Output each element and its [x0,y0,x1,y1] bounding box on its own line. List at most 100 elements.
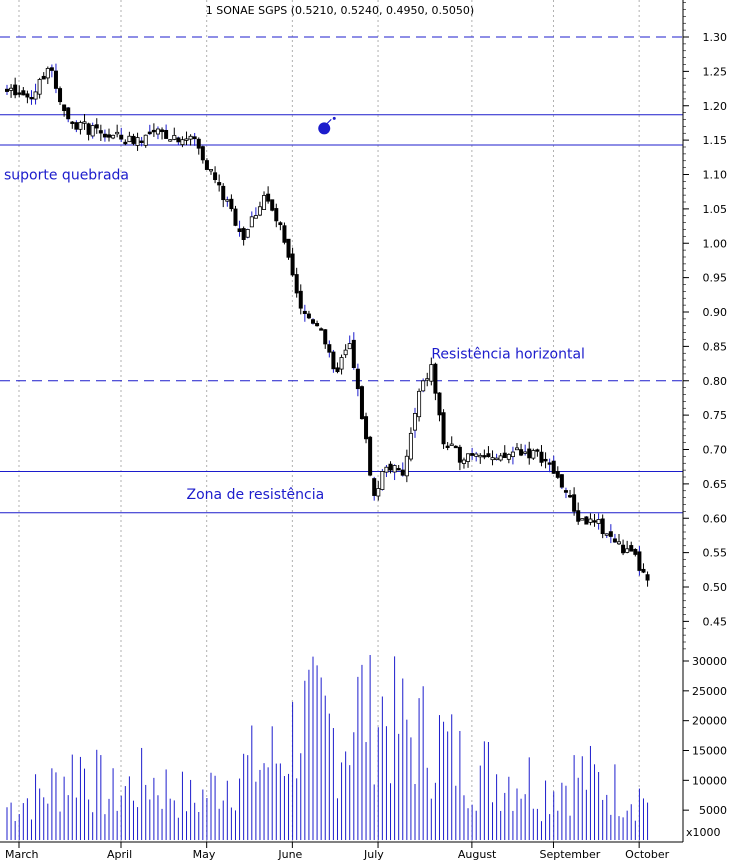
marker-fuse [326,118,332,124]
price-tick-label: 0.55 [703,547,728,560]
candle-body [417,390,422,418]
candle-body [355,368,360,390]
candle-body [449,443,454,446]
candle-body [17,92,22,95]
candle-body [208,169,213,172]
candle-body [625,548,630,553]
candle-body [470,453,475,456]
volume-unit-label: x1000 [686,826,721,839]
marker-spark [332,116,336,120]
candle-body [282,225,287,243]
volume-tick-label: 30000 [692,655,727,668]
candle-body [429,364,434,382]
candle-body [217,182,222,186]
candle-body [523,451,528,454]
candle-body [266,193,271,202]
volume-tick-label: 15000 [692,745,727,758]
candle-body [339,357,344,370]
candle-body [584,516,589,525]
month-labels: March April May June July August September Octo… [5,842,670,860]
candle-body [559,474,564,488]
price-tick-label: 0.95 [703,272,728,285]
candle-body [188,135,193,140]
candle-body [184,138,189,141]
candle-body [102,133,107,138]
month-label: April [107,848,132,860]
price-tick-label: 0.45 [703,615,728,628]
candle-body [478,454,483,458]
month-label: August [458,848,497,860]
candle-body [319,328,324,331]
candle-body [543,458,548,462]
candle-body [645,574,650,581]
candle-body [5,88,10,92]
candle-body [506,454,511,460]
volume-ticks: 30000 25000 20000 15000 10000 5000 [683,655,727,817]
price-tick-label: 0.80 [703,375,728,388]
annotations: suporte quebrada Resistência horizontal Zo… [4,168,585,504]
candle-body [119,134,124,140]
marker [318,116,336,135]
candle-body [111,134,116,139]
candle-body [331,351,336,370]
annotation-label: Resistência horizontal [431,346,585,362]
candle-body [498,455,503,461]
price-tick-label: 1.20 [703,100,728,113]
candle-body [372,478,377,496]
candle-body [25,93,30,98]
candle-body [335,367,340,373]
candle-body [547,462,552,465]
candle-body [107,134,112,138]
candle-body [123,141,128,145]
candle-body [457,446,462,463]
candle-body [580,518,585,521]
candle-body [45,68,50,79]
candle-body [286,238,291,258]
candle-body [388,463,393,471]
candle-body [315,323,320,327]
price-tick-label: 1.15 [703,134,728,147]
candle-body [494,457,499,461]
candle-body [486,453,491,458]
candle-body [515,447,520,451]
candle-body [160,129,165,133]
candle-body [404,455,409,477]
volume-tick-label: 25000 [692,685,727,698]
candle-body [53,70,58,89]
candle-body [82,121,87,124]
candle-body [196,138,201,149]
candle-body [302,310,307,314]
candle-body [433,363,438,394]
price-tick-label: 0.60 [703,512,728,525]
candle-body [368,436,373,476]
candle-body [306,313,311,319]
candle-body [502,452,507,458]
annotation-label: Zona de resistência [187,487,325,503]
candle-body [151,129,156,133]
annotation-label: suporte quebrada [4,168,129,184]
candle-body [49,67,54,71]
candle-body [200,146,205,161]
chart-title: 1 SONAE SGPS (0.5210, 0.5240, 0.4950, 0.… [206,4,474,17]
candle-body [453,445,458,449]
candle-body [347,343,352,350]
candle-body [70,121,75,124]
candle-body [608,531,613,537]
candle-body [278,222,283,226]
candle-body [204,160,209,170]
volume-bars [6,655,649,840]
candle-body [237,228,242,232]
candle-body [262,195,267,210]
candle-body [147,131,152,135]
candle-body [600,518,605,535]
candle-body [576,510,581,522]
candle-body [408,432,413,460]
candle-body [445,445,450,448]
volume-tick-label: 10000 [692,774,727,787]
candle-body [568,495,573,498]
candle-body [135,137,140,146]
price-tick-label: 1.30 [703,31,728,44]
candle-body [633,549,638,555]
month-label: July [363,848,384,860]
candle-body [21,90,26,96]
